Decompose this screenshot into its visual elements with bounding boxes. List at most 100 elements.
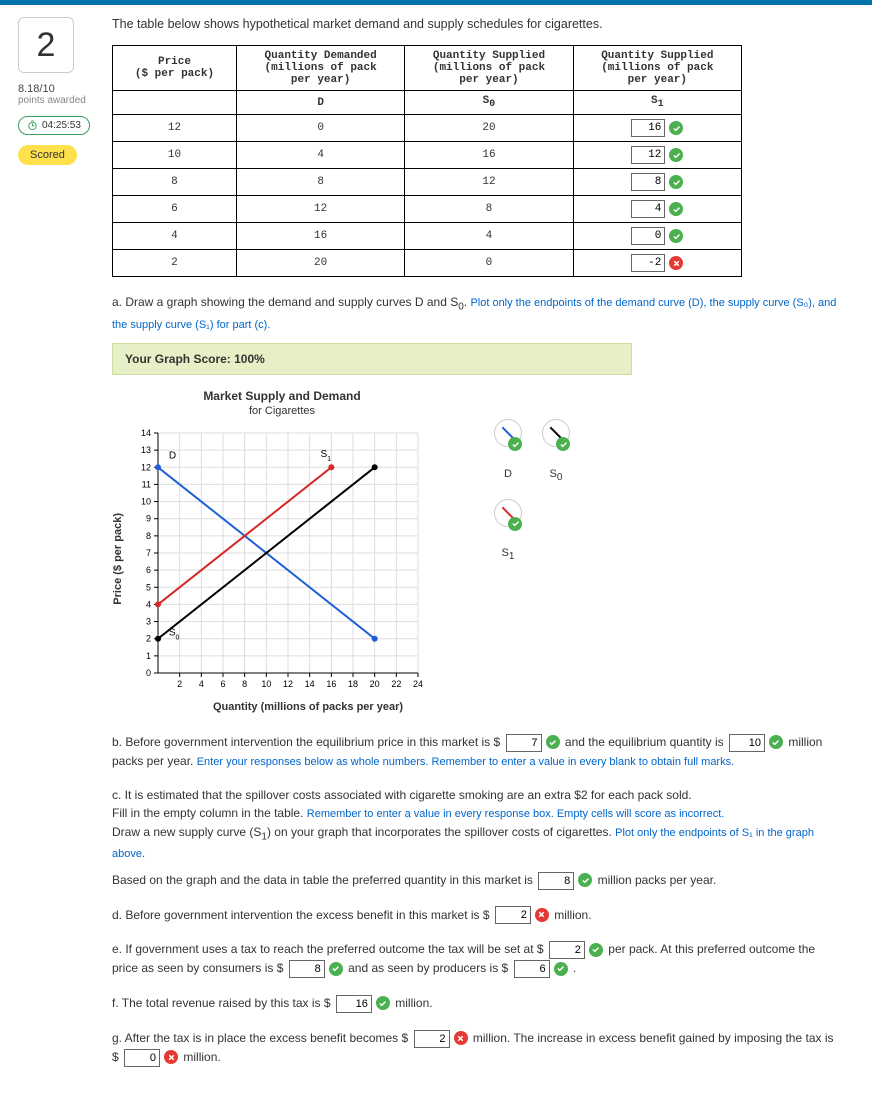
status-pill: Scored: [18, 145, 77, 165]
svg-text:8: 8: [242, 679, 247, 689]
part-c-qty-input[interactable]: [538, 872, 574, 890]
svg-text:6: 6: [220, 679, 225, 689]
th-price: Price ($ per pack): [113, 46, 237, 91]
part-d-input[interactable]: [495, 906, 531, 924]
cell-s1: [573, 169, 741, 196]
x-icon: [669, 256, 683, 270]
check-icon: [546, 735, 560, 749]
s1-input-row3[interactable]: [631, 200, 665, 218]
main-content: The table below shows hypothetical marke…: [98, 17, 838, 1073]
svg-text:14: 14: [141, 428, 151, 438]
cell-d: 20: [236, 250, 404, 277]
check-icon: [669, 121, 683, 135]
cell-s1: [573, 250, 741, 277]
svg-text:18: 18: [348, 679, 358, 689]
stopwatch-icon: [27, 120, 38, 131]
svg-text:14: 14: [305, 679, 315, 689]
chart-subtitle: for Cigarettes: [142, 405, 422, 417]
cell-p: 10: [113, 142, 237, 169]
sidebar: 2 8.18/10 points awarded 04:25:53 Scored: [18, 17, 98, 1073]
check-icon: [669, 148, 683, 162]
check-icon: [508, 517, 522, 531]
s1-input-row5[interactable]: [631, 254, 665, 272]
x-icon: [164, 1050, 178, 1064]
svg-text:2: 2: [146, 634, 151, 644]
check-icon: [669, 202, 683, 216]
svg-text:20: 20: [370, 679, 380, 689]
svg-text:11: 11: [142, 480, 151, 490]
th-s1-sub: S1: [573, 91, 741, 115]
part-f: f. The total revenue raised by this tax …: [112, 994, 838, 1013]
timer-pill[interactable]: 04:25:53: [18, 116, 90, 135]
graph-score-banner: Your Graph Score: 100%: [112, 343, 632, 375]
check-icon: [769, 735, 783, 749]
s1-input-row2[interactable]: [631, 173, 665, 191]
legend-label: D: [504, 468, 512, 480]
part-e: e. If government uses a tax to reach the…: [112, 940, 838, 978]
chart-block: Market Supply and Demand for Cigarettes …: [112, 389, 464, 713]
svg-text:16: 16: [326, 679, 336, 689]
chart-svg[interactable]: 2468101214161820222401234567891011121314…: [130, 423, 428, 695]
part-c: c. It is estimated that the spillover co…: [112, 786, 838, 889]
th-s0: Quantity Supplied (millions of pack per …: [405, 46, 573, 91]
legend-item-S1[interactable]: S1: [494, 499, 522, 563]
cell-p: 4: [113, 223, 237, 250]
part-b-qty-input[interactable]: [729, 734, 765, 752]
svg-text:8: 8: [146, 531, 151, 541]
part-a: a. Draw a graph showing the demand and s…: [112, 293, 838, 333]
cell-d: 16: [236, 223, 404, 250]
cell-s0: 16: [405, 142, 573, 169]
part-e-tax-input[interactable]: [549, 941, 585, 959]
check-icon: [578, 873, 592, 887]
legend-item-D[interactable]: D: [494, 419, 522, 483]
svg-text:5: 5: [146, 582, 151, 592]
chart-ylabel: Price ($ per pack): [112, 513, 124, 605]
check-icon: [556, 437, 570, 451]
cell-d: 0: [236, 115, 404, 142]
chart-xlabel: Quantity (millions of packs per year): [152, 701, 464, 713]
svg-text:4: 4: [146, 600, 151, 610]
intro-text: The table below shows hypothetical marke…: [112, 17, 838, 31]
part-g: g. After the tax is in place the excess …: [112, 1029, 838, 1067]
part-f-input[interactable]: [336, 995, 372, 1013]
cell-s0: 8: [405, 196, 573, 223]
table-row: 4164: [113, 223, 742, 250]
cell-p: 8: [113, 169, 237, 196]
svg-text:9: 9: [146, 514, 151, 524]
cell-d: 4: [236, 142, 404, 169]
s1-input-row1[interactable]: [631, 146, 665, 164]
table-row: 2200: [113, 250, 742, 277]
cell-p: 6: [113, 196, 237, 223]
part-g-input1[interactable]: [414, 1030, 450, 1048]
svg-text:10: 10: [141, 497, 151, 507]
s1-input-row0[interactable]: [631, 119, 665, 137]
part-e-producer-input[interactable]: [514, 960, 550, 978]
legend-label: S0: [550, 468, 563, 483]
svg-text:S1: S1: [321, 449, 332, 463]
score-label: points awarded: [18, 95, 98, 106]
chart-title: Market Supply and Demand: [142, 389, 422, 403]
x-icon: [454, 1031, 468, 1045]
svg-text:12: 12: [283, 679, 293, 689]
table-row: 6128: [113, 196, 742, 223]
part-e-consumer-input[interactable]: [289, 960, 325, 978]
cell-s1: [573, 115, 741, 142]
check-icon: [554, 962, 568, 976]
check-icon: [376, 996, 390, 1010]
legend-item-S0[interactable]: S0: [542, 419, 570, 483]
cell-s1: [573, 196, 741, 223]
svg-text:6: 6: [146, 565, 151, 575]
cell-s1: [573, 142, 741, 169]
score-value: 8.18/10: [18, 83, 98, 95]
svg-text:24: 24: [413, 679, 423, 689]
check-icon: [669, 229, 683, 243]
svg-text:4: 4: [199, 679, 204, 689]
svg-text:3: 3: [146, 617, 151, 627]
svg-text:12: 12: [141, 462, 151, 472]
part-b-price-input[interactable]: [506, 734, 542, 752]
part-g-input2[interactable]: [124, 1049, 160, 1067]
s1-input-row4[interactable]: [631, 227, 665, 245]
legend-label: S1: [502, 547, 515, 562]
svg-text:22: 22: [391, 679, 401, 689]
svg-text:2: 2: [177, 679, 182, 689]
